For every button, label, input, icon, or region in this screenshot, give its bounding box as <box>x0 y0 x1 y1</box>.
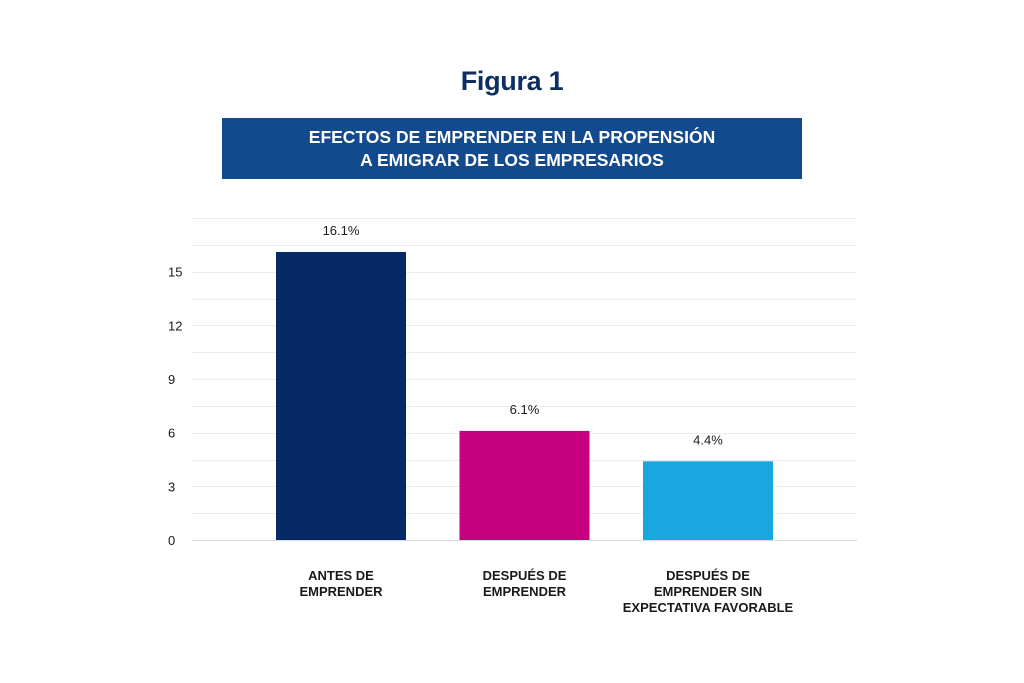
y-tick-label: 12 <box>168 318 182 333</box>
x-category-label: ANTES DE <box>308 568 374 583</box>
chart-title-line-1: EFECTOS DE EMPRENDER EN LA PROPENSIÓN <box>308 126 716 147</box>
y-tick-label: 9 <box>168 372 175 387</box>
data-labels: 16.1% 6.1% 4.4% <box>323 223 724 447</box>
y-tick-label: 6 <box>168 426 175 441</box>
bar <box>643 461 773 540</box>
y-tick-label: 15 <box>168 265 182 280</box>
data-label: 6.1% <box>510 402 540 417</box>
chart-title-line-2: A EMIGRAR DE LOS EMPRESARIOS <box>360 149 664 170</box>
x-category-label: DESPUÉS DE <box>483 568 567 583</box>
y-axis-ticks: 0 3 6 9 12 15 <box>168 265 182 548</box>
y-tick-label: 0 <box>168 533 175 548</box>
x-category-label: EMPRENDER SIN <box>654 584 762 599</box>
y-tick-label: 3 <box>168 479 175 494</box>
chart-title-banner: EFECTOS DE EMPRENDER EN LA PROPENSIÓN A … <box>222 118 802 179</box>
bar <box>459 430 590 540</box>
x-category-label: EXPECTATIVA FAVORABLE <box>623 600 794 615</box>
figure-label: Figura 1 <box>460 66 564 96</box>
bar <box>276 251 406 540</box>
bars <box>276 251 773 540</box>
x-category-label: EMPRENDER <box>299 584 383 599</box>
data-label: 16.1% <box>323 223 360 238</box>
x-category-label: EMPRENDER <box>483 584 567 599</box>
x-category-label: DESPUÉS DE <box>666 568 750 583</box>
data-label: 4.4% <box>693 432 723 447</box>
